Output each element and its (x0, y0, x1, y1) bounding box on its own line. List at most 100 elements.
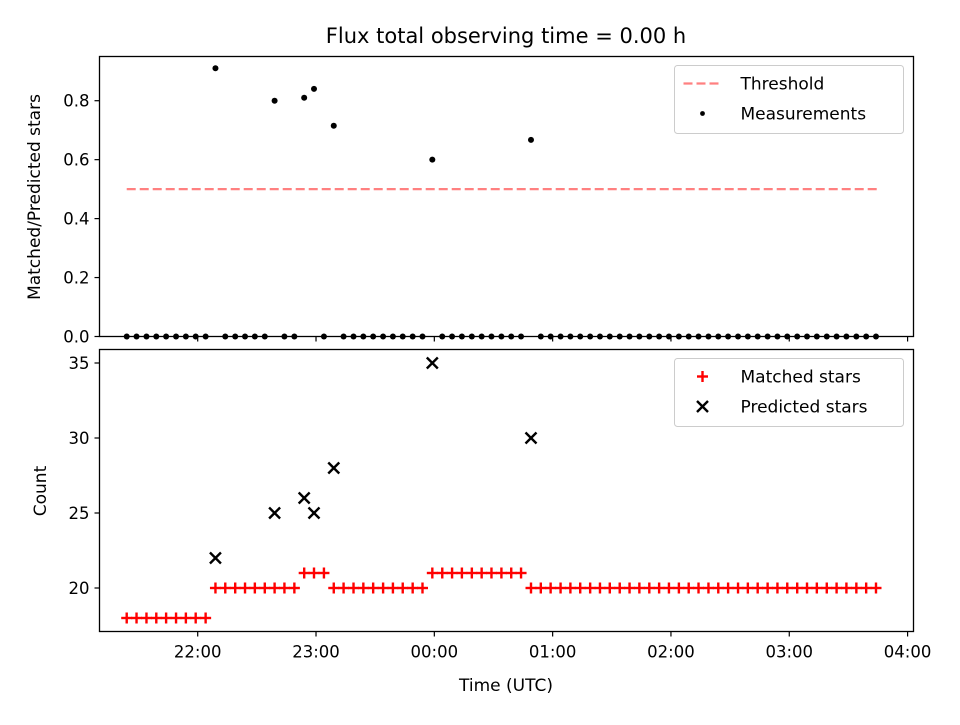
matched-star-marker (712, 582, 724, 594)
matched-star-marker (850, 582, 862, 594)
matched-star-marker (614, 582, 626, 594)
predicted-star-marker (524, 431, 538, 445)
matched-star-marker (466, 567, 478, 579)
flux-ratio-y-tick-label: 0.2 (63, 269, 89, 288)
matched-star-marker (367, 582, 379, 594)
matched-star-marker (762, 582, 774, 594)
figure-title: Flux total observing time = 0.00 h (326, 24, 686, 48)
matched-star-marker (397, 582, 409, 594)
star-count-legend: Matched stars Predicted stars (674, 358, 904, 427)
star-count-legend-box (674, 358, 904, 427)
flux-ratio-y-tick-label: 0.4 (63, 210, 89, 229)
matched-star-marker (416, 582, 428, 594)
star-count-legend-label: Predicted stars (741, 398, 868, 418)
star-count-legend-label: Matched stars (741, 368, 861, 388)
matched-star-marker (505, 567, 517, 579)
flux-ratio-legend: Threshold Measurements (674, 65, 904, 134)
star-count-x-tick-label: 02:00 (647, 643, 695, 662)
measurement-point (527, 136, 534, 143)
flux-ratio-y-tick-label: 0.6 (63, 151, 89, 170)
matched-star-marker (140, 612, 152, 624)
star-count-y-axis: 20 25 30 35 (69, 354, 100, 598)
matched-star-marker (584, 582, 596, 594)
matched-star-marker (574, 582, 586, 594)
matched-star-marker (348, 582, 360, 594)
star-count-y-axis-label: Count (31, 465, 51, 516)
matched-star-marker (269, 582, 281, 594)
matched-star-marker (791, 582, 803, 594)
predicted-star-marker (425, 356, 439, 370)
matched-star-marker (495, 567, 507, 579)
flux-ratio-y-tick-label: 0.0 (63, 328, 89, 347)
matched-star-marker (426, 567, 438, 579)
matched-star-marker (702, 582, 714, 594)
matched-star-marker (811, 582, 823, 594)
legend-plus-swatch (697, 371, 708, 382)
matched-star-marker (249, 582, 261, 594)
star-count-x-tick-label: 03:00 (765, 643, 813, 662)
matched-star-marker (229, 582, 241, 594)
matched-star-marker (131, 612, 143, 624)
measurement-point (212, 65, 219, 72)
star-count-x-tick-label: 23:00 (292, 643, 340, 662)
matched-star-marker (446, 567, 458, 579)
matched-star-marker (515, 567, 527, 579)
predicted-star-marker (307, 506, 321, 520)
flux-ratio-x-axis (197, 336, 909, 342)
panel-star-count: 20 25 30 35 22:00 23:00 00:00 01:00 02:00 03:00 0… (31, 348, 932, 696)
matched-star-marker (338, 582, 350, 594)
matched-star-marker (239, 582, 251, 594)
matched-star-marker (771, 582, 783, 594)
measurement-point (271, 97, 278, 104)
star-count-x-tick-label: 04:00 (884, 643, 932, 662)
matched-star-marker (485, 567, 497, 579)
flux-ratio-legend-box (674, 65, 904, 134)
matched-star-marker (801, 582, 813, 594)
measurement-point (311, 85, 318, 92)
matched-star-marker (209, 582, 221, 594)
matched-star-marker (781, 582, 793, 594)
flux-ratio-y-axis: 0.0 0.2 0.4 0.6 0.8 (63, 92, 100, 347)
matched-star-marker (308, 567, 320, 579)
matched-star-marker (219, 582, 231, 594)
matched-star-marker (328, 582, 340, 594)
matched-star-marker (555, 582, 567, 594)
matched-star-marker (150, 612, 162, 624)
matched-star-marker (180, 612, 192, 624)
matched-star-marker (387, 582, 399, 594)
flux-ratio-legend-label: Threshold (740, 75, 825, 95)
matched-star-marker (190, 612, 202, 624)
matched-star-marker (663, 582, 675, 594)
matched-star-marker (160, 612, 172, 624)
flux-ratio-y-tick-label: 0.8 (63, 92, 89, 111)
matched-star-marker (476, 567, 488, 579)
measurement-point (429, 156, 436, 163)
star-count-marks (121, 356, 882, 624)
matched-star-marker (298, 567, 310, 579)
matched-star-marker (742, 582, 754, 594)
matched-star-marker (357, 582, 369, 594)
matched-star-marker (604, 582, 616, 594)
matched-star-marker (318, 567, 330, 579)
matched-star-marker (840, 582, 852, 594)
matched-star-marker (407, 582, 419, 594)
matched-star-marker (535, 582, 547, 594)
matched-star-marker (693, 582, 705, 594)
predicted-star-marker (268, 506, 281, 520)
matched-star-marker (594, 582, 606, 594)
matched-star-marker (259, 582, 271, 594)
matched-star-marker (288, 582, 300, 594)
star-count-x-axis-label: Time (UTC) (458, 676, 553, 696)
flux-ratio-plot-frame (98, 55, 915, 338)
matched-star-marker (545, 582, 557, 594)
matched-star-marker (870, 582, 882, 594)
matched-star-marker (752, 582, 764, 594)
panel-flux-ratio: 0.00.20.40.60.8 Matched/Predicted stars … (25, 55, 915, 347)
matched-star-marker (525, 582, 537, 594)
matched-star-marker (683, 582, 695, 594)
flux-ratio-legend-label: Measurements (741, 105, 867, 125)
matched-star-marker (643, 582, 655, 594)
matched-star-marker (170, 612, 182, 624)
star-count-y-tick-label: 20 (69, 579, 90, 598)
